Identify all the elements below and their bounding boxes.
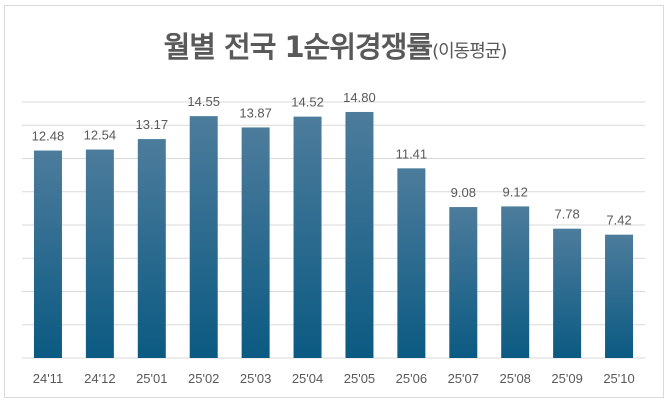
chart-title: 월별 전국 1순위경쟁률(이동평균) bbox=[0, 24, 670, 66]
bar bbox=[605, 234, 634, 358]
chart-title-main: 월별 전국 1순위경쟁률 bbox=[163, 30, 433, 64]
bar bbox=[553, 228, 582, 358]
bar bbox=[449, 207, 478, 358]
x-tick-label: 25'04 bbox=[292, 371, 323, 386]
x-tick-label: 25'10 bbox=[603, 371, 634, 386]
data-label: 14.80 bbox=[343, 90, 376, 105]
bar bbox=[33, 150, 62, 358]
data-label: 14.55 bbox=[187, 94, 220, 109]
data-label: 9.08 bbox=[451, 185, 476, 200]
bar bbox=[397, 168, 426, 358]
data-label: 14.52 bbox=[291, 95, 324, 110]
x-tick-label: 24'12 bbox=[84, 371, 115, 386]
x-tick-label: 25'06 bbox=[396, 371, 427, 386]
data-label: 12.48 bbox=[32, 129, 65, 144]
bar bbox=[501, 206, 530, 358]
bar bbox=[189, 116, 218, 358]
bar bbox=[345, 111, 374, 358]
data-label: 11.41 bbox=[396, 146, 428, 161]
bar bbox=[85, 149, 114, 358]
x-tick-label: 25'09 bbox=[551, 371, 582, 386]
x-tick-label: 25'02 bbox=[188, 371, 219, 386]
data-label: 13.87 bbox=[239, 105, 272, 120]
bar bbox=[293, 116, 322, 358]
bar bbox=[137, 139, 166, 358]
x-tick-label: 25'01 bbox=[136, 371, 167, 386]
chart-subtitle: (이동평균) bbox=[432, 41, 507, 62]
data-label: 12.54 bbox=[84, 128, 117, 143]
x-tick-label: 25'07 bbox=[448, 371, 479, 386]
data-label: 7.78 bbox=[554, 207, 579, 222]
chart-frame bbox=[4, 5, 664, 398]
data-label: 9.12 bbox=[503, 184, 528, 199]
data-label: 13.17 bbox=[136, 117, 169, 132]
x-tick-label: 25'03 bbox=[240, 371, 271, 386]
x-tick-label: 24'11 bbox=[33, 371, 63, 386]
bar bbox=[241, 127, 270, 358]
x-tick-label: 25'08 bbox=[500, 371, 531, 386]
x-tick-label: 25'05 bbox=[344, 371, 375, 386]
data-label: 7.42 bbox=[606, 213, 631, 228]
